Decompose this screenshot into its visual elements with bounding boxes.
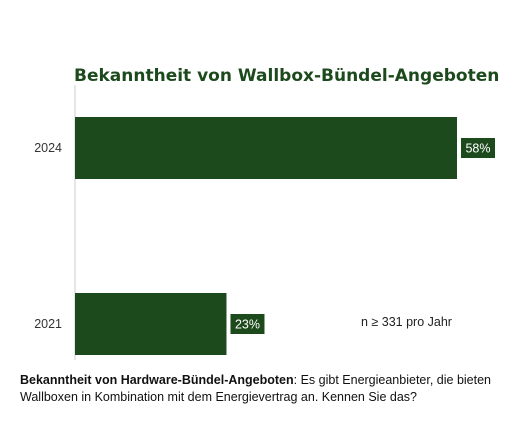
tick-label-2021: 2021 — [34, 317, 62, 331]
data-label-2024: 58% — [465, 142, 490, 156]
bar-2024 — [75, 117, 457, 179]
caption-text: : Es gibt Energieanbieter, die bieten Wa… — [20, 373, 491, 404]
chart-caption: Bekanntheit von Hardware-Bündel-Angebote… — [20, 372, 515, 406]
chart-title: Bekanntheit von Wallbox-Bündel-Angeboten — [74, 66, 500, 86]
sample-size-note: n ≥ 331 pro Jahr — [361, 315, 452, 329]
data-label-bg-2021 — [230, 314, 265, 334]
data-label-bg-2024 — [461, 138, 495, 158]
data-label-2021: 23% — [235, 318, 260, 332]
bar-2021 — [75, 293, 227, 355]
tick-label-2024: 2024 — [34, 141, 62, 155]
caption-bold-heading: Bekanntheit von Hardware-Bündel-Angebote… — [20, 373, 294, 387]
